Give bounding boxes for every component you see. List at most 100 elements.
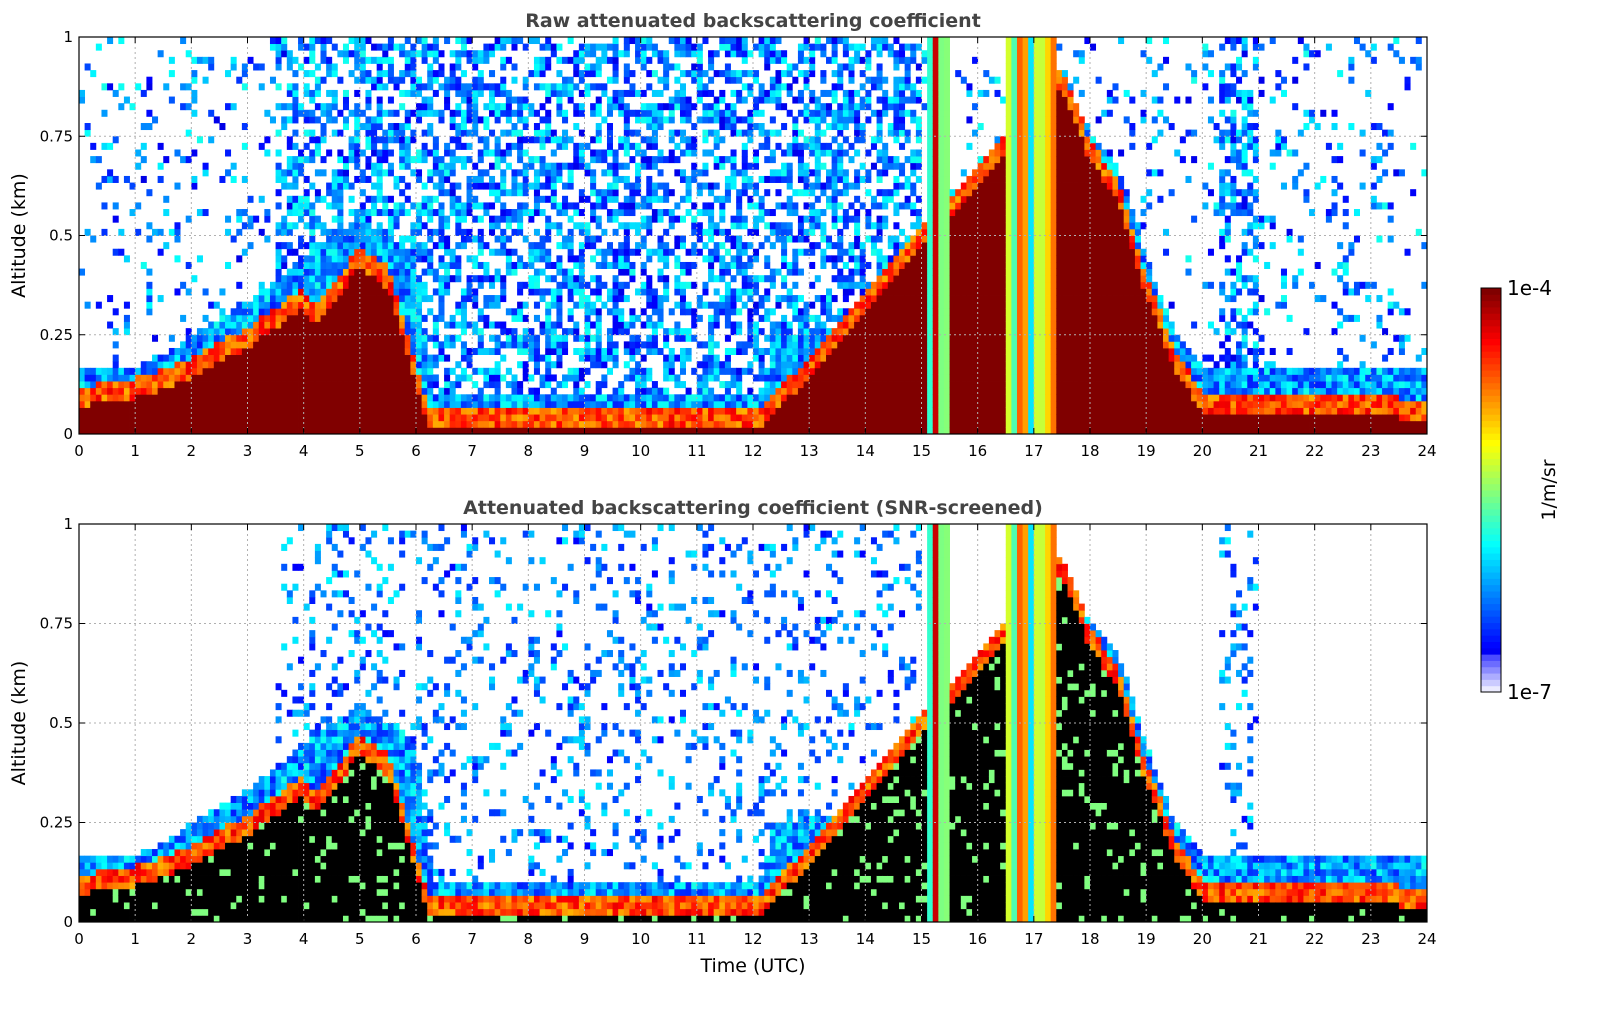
heatmap-cell: [230, 175, 237, 183]
heatmap-cell: [595, 394, 602, 402]
heatmap-cell: [758, 407, 765, 415]
heatmap-cell: [225, 414, 232, 422]
heatmap-cell: [623, 235, 630, 243]
heatmap-cell: [803, 361, 810, 369]
heatmap-cell: [674, 255, 681, 263]
heatmap-cell: [348, 268, 355, 276]
heatmap-cell: [483, 169, 490, 177]
heatmap-cell: [416, 367, 423, 375]
heatmap-cell: [236, 334, 243, 342]
heatmap-cell: [522, 175, 529, 183]
heatmap-cell: [230, 394, 237, 402]
heatmap-cell: [337, 156, 344, 164]
heatmap-cell: [342, 361, 349, 369]
heatmap-cell: [253, 328, 260, 336]
heatmap-cell: [837, 242, 844, 250]
heatmap-cell: [236, 314, 243, 322]
heatmap-cell: [876, 268, 883, 276]
heatmap-cell: [730, 427, 737, 435]
heatmap-cell: [719, 427, 726, 435]
heatmap-cell: [281, 301, 288, 309]
heatmap-cell: [337, 169, 344, 177]
heatmap-cell: [309, 149, 316, 157]
heatmap-cell: [500, 149, 507, 157]
heatmap-cell: [882, 407, 889, 415]
heatmap-cell: [854, 328, 861, 336]
heatmap-cell: [657, 427, 664, 435]
heatmap-cell: [298, 414, 305, 422]
heatmap-cell: [606, 209, 613, 217]
heatmap-cell: [623, 123, 630, 131]
heatmap-cell: [831, 96, 838, 104]
heatmap-cell: [191, 70, 198, 78]
heatmap-cell: [679, 43, 686, 51]
heatmap-cell: [511, 427, 518, 435]
heatmap-cell: [612, 103, 619, 111]
heatmap-cell: [314, 295, 321, 303]
heatmap-cell: [573, 209, 580, 217]
heatmap-cell: [432, 109, 439, 117]
heatmap-cell: [449, 76, 456, 84]
heatmap-cell: [387, 222, 394, 230]
heatmap-cell: [455, 215, 462, 223]
heatmap-cell: [831, 83, 838, 91]
heatmap-cell: [876, 314, 883, 322]
heatmap-cell: [191, 275, 198, 283]
heatmap-cell: [365, 314, 372, 322]
heatmap-cell: [539, 63, 546, 71]
heatmap-cell: [663, 70, 670, 78]
heatmap-cell: [584, 70, 591, 78]
heatmap-cell: [180, 341, 187, 349]
heatmap-cell: [831, 37, 838, 45]
heatmap-cell: [180, 37, 187, 45]
heatmap-cell: [241, 142, 248, 150]
heatmap-cell: [455, 308, 462, 316]
heatmap-cell: [651, 129, 658, 137]
heatmap-cell: [685, 427, 692, 435]
heatmap-cell: [292, 248, 299, 256]
heatmap-cell: [298, 394, 305, 402]
heatmap-cell: [674, 103, 681, 111]
heatmap-cell: [494, 414, 501, 422]
heatmap-cell: [337, 308, 344, 316]
heatmap-cell: [623, 202, 630, 210]
heatmap-cell: [489, 381, 496, 389]
heatmap-cell: [854, 182, 861, 190]
heatmap-cell: [657, 347, 664, 355]
heatmap-cell: [275, 228, 282, 236]
heatmap-cell: [359, 70, 366, 78]
heatmap-cell: [528, 374, 535, 382]
heatmap-cell: [314, 334, 321, 342]
heatmap-cell: [410, 341, 417, 349]
heatmap-cell: [848, 63, 855, 71]
heatmap-cell: [629, 394, 636, 402]
heatmap-cell: [578, 156, 585, 164]
heatmap-cell: [202, 288, 209, 296]
heatmap-cell: [803, 334, 810, 342]
heatmap-cell: [837, 189, 844, 197]
heatmap-cell: [797, 328, 804, 336]
heatmap-cell: [281, 288, 288, 296]
heatmap-cell: [668, 308, 675, 316]
heatmap-cell: [427, 70, 434, 78]
heatmap-cell: [314, 222, 321, 230]
heatmap-cell: [646, 427, 653, 435]
heatmap-cell: [769, 387, 776, 395]
heatmap-cell: [152, 116, 159, 124]
heatmap-cell: [826, 420, 833, 428]
heatmap-cell: [444, 407, 451, 415]
heatmap-cell: [803, 367, 810, 375]
heatmap-cell: [797, 407, 804, 415]
heatmap-cell: [646, 182, 653, 190]
heatmap-cell: [376, 228, 383, 236]
heatmap-cell: [590, 43, 597, 51]
heatmap-cell: [286, 394, 293, 402]
heatmap-cell: [331, 374, 338, 382]
heatmap-cell: [837, 400, 844, 408]
heatmap-cell: [635, 116, 642, 124]
heatmap-cell: [180, 156, 187, 164]
heatmap-cell: [595, 123, 602, 131]
heatmap-cell: [826, 400, 833, 408]
heatmap-cell: [466, 235, 473, 243]
heatmap-cell: [286, 328, 293, 336]
